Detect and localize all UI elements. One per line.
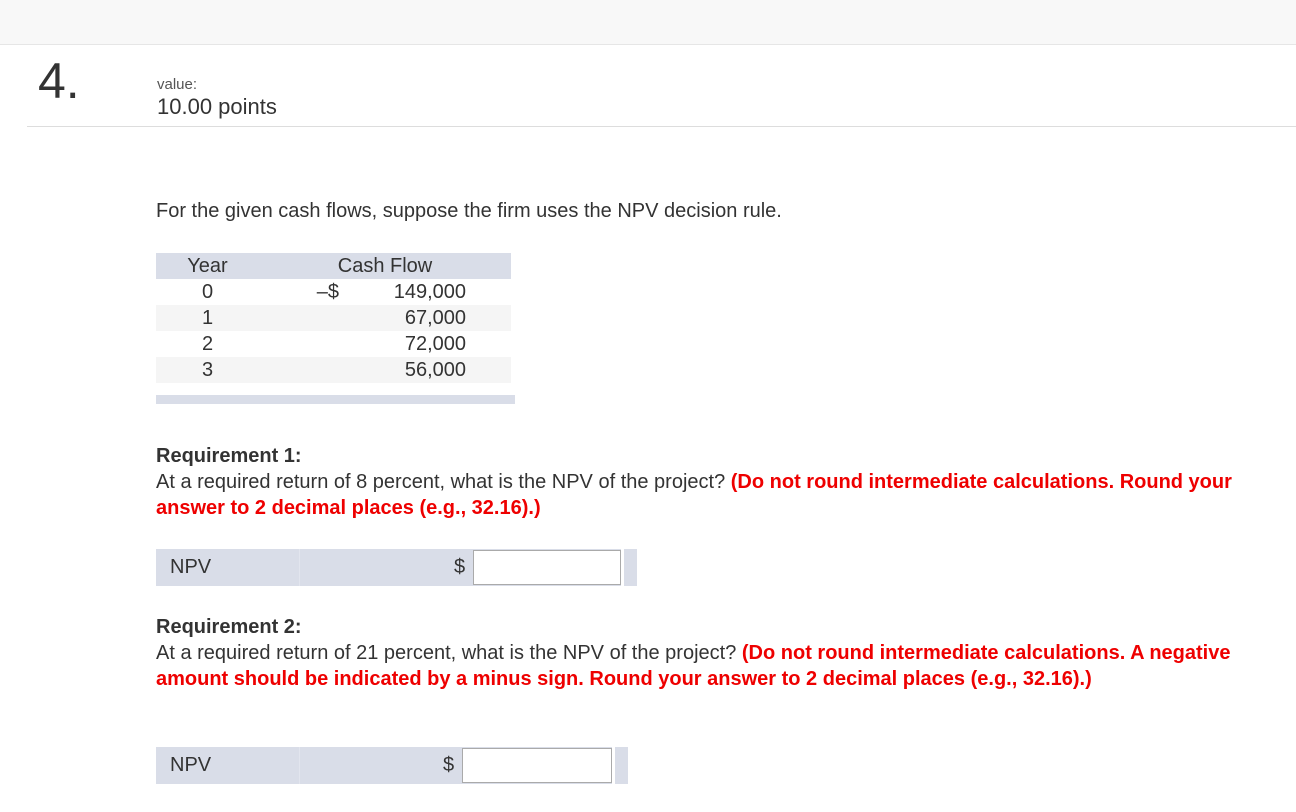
currency-symbol: $ <box>298 549 473 586</box>
currency-symbol: $ <box>298 747 462 784</box>
question-intro: For the given cash flows, suppose the fi… <box>156 200 782 222</box>
amount-cell: 149,000 <box>393 281 466 303</box>
amount-cell: 67,000 <box>339 305 511 331</box>
requirement-2-instruction: (Do not round intermediate calculations.… <box>156 642 1231 690</box>
table-footer-bar <box>156 395 515 404</box>
year-cell: 3 <box>156 357 259 383</box>
amount-cell: 56,000 <box>339 357 511 383</box>
requirement-1-title: Requirement 1: <box>156 445 302 467</box>
table-row: 3 56,000 <box>156 357 511 383</box>
npv-input-2[interactable] <box>462 748 613 783</box>
year-cell: 0 <box>201 281 214 303</box>
requirement-1-instruction: (Do not round intermediate calculations.… <box>156 471 1232 519</box>
row-end-cell <box>612 747 629 784</box>
npv-label: NPV <box>170 556 212 578</box>
table-row: 0 –$ 149,000 <box>156 279 511 305</box>
requirement-1: Requirement 1: At a required return of 8 … <box>156 443 1236 521</box>
table-row: 1 67,000 <box>156 305 511 331</box>
npv-row-2: NPV $ <box>156 747 629 784</box>
header-cash-flow: Cash Flow <box>259 253 511 279</box>
npv-label: NPV <box>170 754 212 776</box>
cash-flow-table: Year Cash Flow 0 –$ 149,000 1 67,000 2 72,000… <box>156 253 511 383</box>
requirement-2: Requirement 2: At a required return of 21… <box>156 614 1236 692</box>
npv-row-1: NPV $ <box>156 549 637 586</box>
question-number: 4. <box>38 53 80 109</box>
row-end-cell <box>621 549 637 586</box>
points-value: 10.00 points <box>157 94 277 119</box>
npv-input-1[interactable] <box>473 550 622 585</box>
requirement-2-title: Requirement 2: <box>156 616 302 638</box>
amount-cell: 72,000 <box>404 333 466 355</box>
table-row: 2 72,000 <box>156 331 511 357</box>
sign-cell <box>259 331 339 357</box>
sign-cell <box>259 357 339 383</box>
year-cell: 1 <box>156 305 259 331</box>
table-header: Year Cash Flow <box>156 253 511 279</box>
year-cell: 2 <box>201 333 214 355</box>
requirement-1-text: At a required return of 8 percent, what … <box>156 471 731 493</box>
divider <box>27 126 1296 127</box>
sign-cell: –$ <box>316 281 339 303</box>
header-year: Year <box>156 253 259 279</box>
top-bar <box>0 0 1296 45</box>
sign-cell <box>259 305 339 331</box>
value-label: value: <box>157 76 198 93</box>
requirement-2-text: At a required return of 21 percent, what… <box>156 642 742 664</box>
